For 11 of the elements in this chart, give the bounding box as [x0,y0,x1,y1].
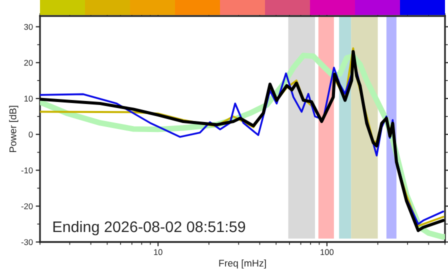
y-tick-label: 30 [24,24,33,30]
y-tick-label: 0 [28,132,33,138]
annotation: Ending 2026-08-02 08:51:59 [53,220,246,236]
y-tick-label: 20 [24,60,33,66]
y-tick-label: -20 [21,203,33,210]
y-axis-title: Power [dB] [9,106,18,152]
y-tick-label: -30 [21,239,33,246]
y-tick-label: -10 [21,167,33,174]
x-tick-label: 100 [320,249,334,256]
y-tick-label: 10 [24,96,33,102]
x-axis-title: Freq [mHz] [219,259,266,269]
